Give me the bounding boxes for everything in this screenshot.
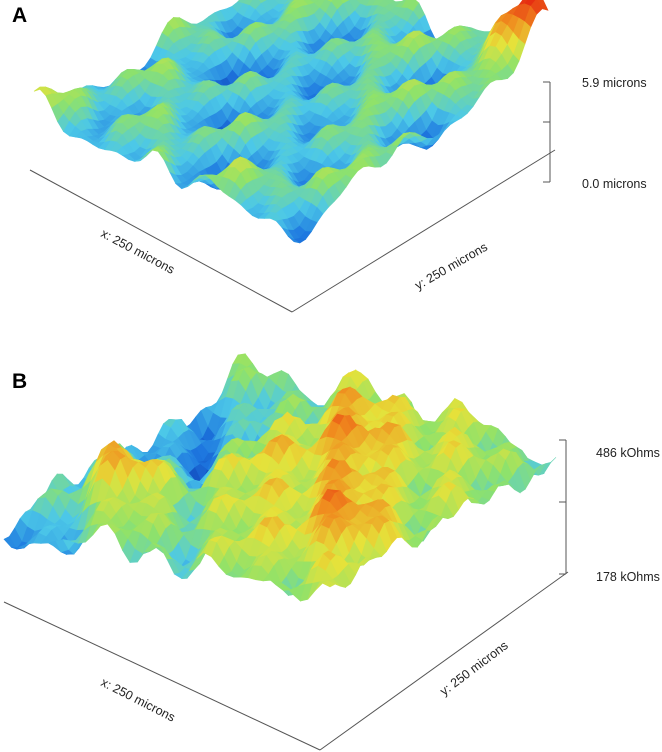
surface-plot-a: 5.9 microns 0.0 microns x: 250 microns y… — [29, 0, 647, 313]
surface-plot-b: 486 kOhms 178 kOhms x: 250 microns y: 25… — [3, 353, 660, 751]
y-axis-line — [291, 149, 556, 313]
panel-b: 486 kOhms 178 kOhms x: 250 microns y: 25… — [0, 352, 662, 752]
surface-facet — [496, 480, 511, 486]
x-axis-line — [3, 601, 321, 751]
x-axis-label: x: 250 microns — [99, 675, 178, 724]
x-axis-line — [29, 169, 293, 313]
z-max-label: 5.9 microns — [582, 76, 647, 90]
surface-facet — [287, 236, 300, 244]
z-min-label: 0.0 microns — [582, 177, 647, 191]
panel-a: 5.9 microns 0.0 microns x: 250 microns y… — [0, 0, 662, 352]
z-min-label: 178 kOhms — [596, 570, 660, 584]
surface-mesh-b — [3, 353, 557, 602]
surface-mesh-a — [33, 0, 549, 244]
z-max-label: 486 kOhms — [596, 446, 660, 460]
y-axis-label: y: 250 microns — [413, 240, 490, 293]
surface-facet — [321, 580, 336, 588]
x-axis-label: x: 250 microns — [99, 226, 177, 277]
y-axis-line — [319, 571, 569, 751]
panel-label-a: A — [12, 4, 28, 27]
panel-label-b: B — [12, 370, 28, 393]
y-axis-label: y: 250 microns — [437, 638, 510, 698]
